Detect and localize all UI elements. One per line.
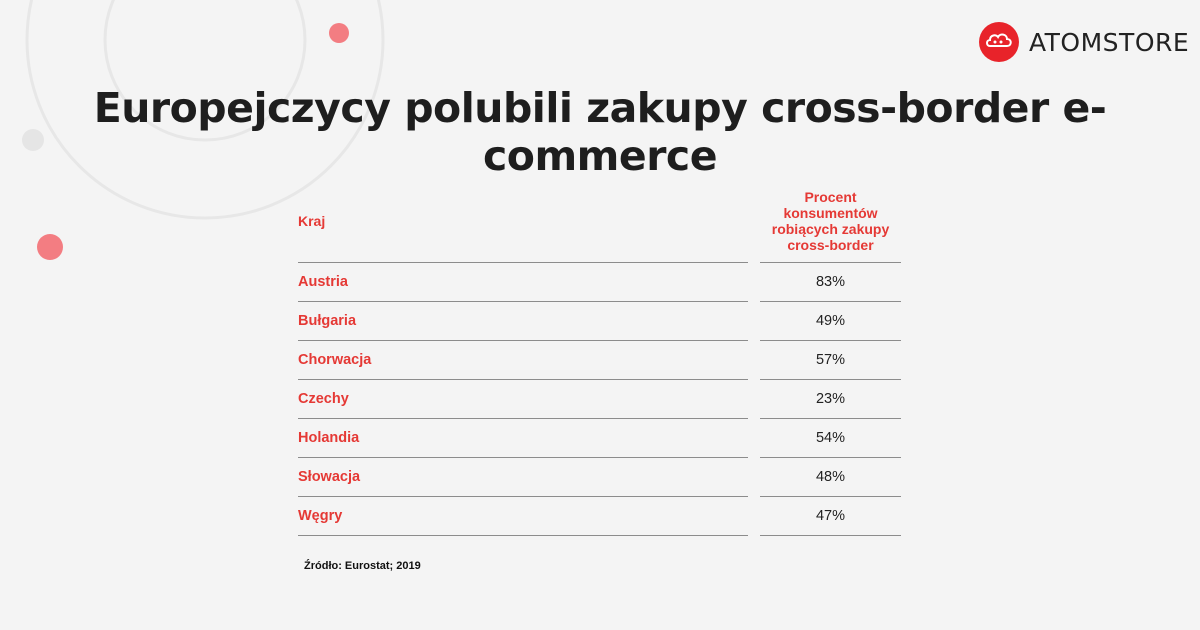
country-cell: Austria <box>298 263 748 302</box>
table-row: Austria 83% <box>298 263 901 302</box>
country-cell: Bułgaria <box>298 302 748 341</box>
source-note: Źródło: Eurostat; 2019 <box>304 560 421 572</box>
header-line: Procent <box>804 189 857 205</box>
table-header-row: Kraj Procent konsumentów robiących zakup… <box>298 180 901 263</box>
cloud-logo-icon <box>979 22 1019 62</box>
orbit-dot <box>37 234 63 260</box>
percent-cell: 48% <box>760 458 901 497</box>
percent-cell: 83% <box>760 263 901 302</box>
orbit-dot-grey <box>22 129 44 151</box>
percent-cell: 49% <box>760 302 901 341</box>
table-row: Słowacja 48% <box>298 458 901 497</box>
country-cell: Słowacja <box>298 458 748 497</box>
orbit-ring <box>103 0 307 142</box>
table-row: Czechy 23% <box>298 380 901 419</box>
brand-logo: ATOMSTORE <box>979 22 1189 62</box>
table-row: Węgry 47% <box>298 497 901 536</box>
country-cell: Czechy <box>298 380 748 419</box>
column-header-percent: Procent konsumentów robiących zakupy cro… <box>760 180 901 263</box>
header-line: robiących zakupy <box>771 221 890 237</box>
percent-cell: 23% <box>760 380 901 419</box>
country-cell: Węgry <box>298 497 748 536</box>
table-row: Holandia 54% <box>298 419 901 458</box>
table-row: Chorwacja 57% <box>298 341 901 380</box>
brand-name: ATOMSTORE <box>1029 27 1190 57</box>
orbit-dot <box>329 23 349 43</box>
header-line: cross-border <box>787 237 874 253</box>
orbit-ring <box>25 0 385 220</box>
percent-cell: 47% <box>760 497 901 536</box>
header-line: konsumentów <box>783 205 878 221</box>
page-title: Europejczycy polubili zakupy cross-borde… <box>93 84 1107 180</box>
column-header-country: Kraj <box>298 180 748 263</box>
percent-cell: 54% <box>760 419 901 458</box>
decorative-orbits <box>22 0 385 260</box>
country-cell: Holandia <box>298 419 748 458</box>
data-table: Kraj Procent konsumentów robiących zakup… <box>298 180 901 536</box>
percent-cell: 57% <box>760 341 901 380</box>
country-cell: Chorwacja <box>298 341 748 380</box>
table-row: Bułgaria 49% <box>298 302 901 341</box>
